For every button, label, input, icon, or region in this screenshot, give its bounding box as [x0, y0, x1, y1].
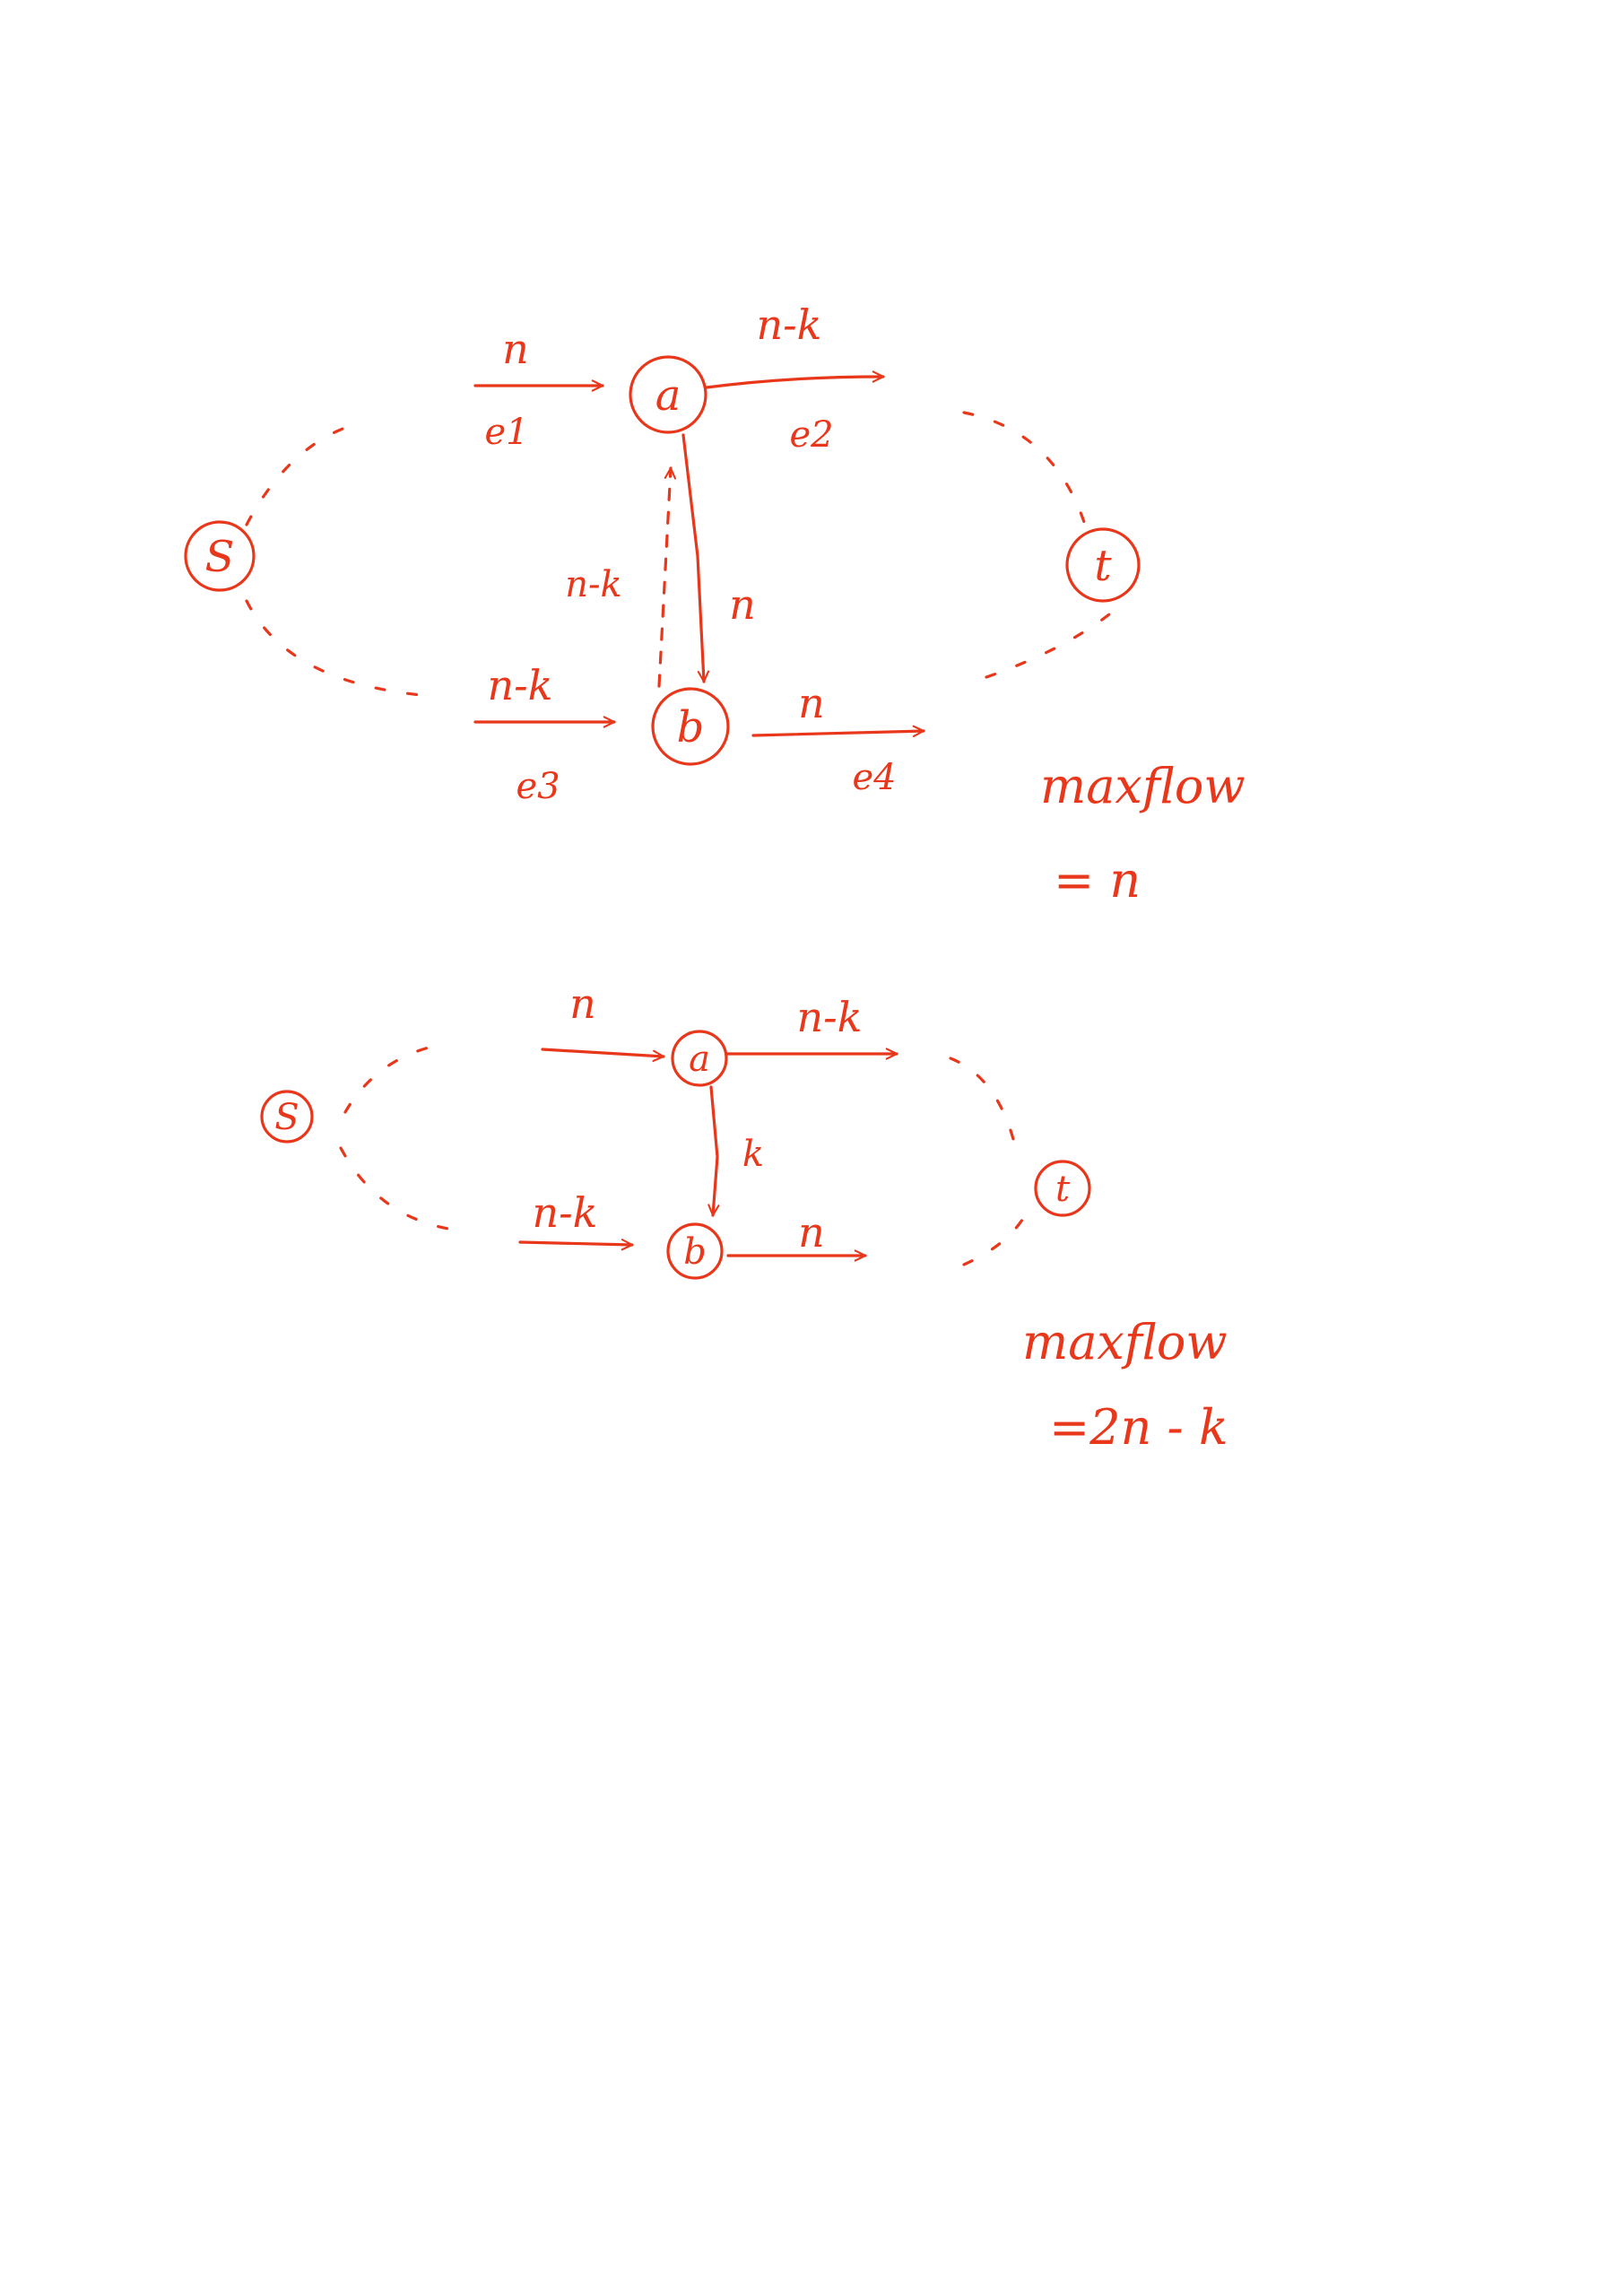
bottom-node-b-label: b: [683, 1231, 707, 1273]
bottom-maxflow-note: maxflow =2n - k: [1022, 1314, 1228, 1456]
top-edge-e1-name: e1: [484, 412, 528, 453]
top-edge-a-to-b-capacity: n: [729, 580, 756, 629]
bottom-edge-b-t: n: [726, 1208, 867, 1262]
top-edge-e2-name: e2: [789, 414, 833, 456]
top-edge-e4: n e4: [751, 679, 925, 798]
top-edge-e3-name: e3: [516, 766, 560, 807]
top-maxflow-line1: maxflow: [1040, 758, 1245, 814]
top-edge-b-to-a-capacity: n-k: [565, 564, 622, 605]
bottom-dashed-paths: [339, 1043, 1024, 1266]
bottom-node-s-label: S: [274, 1097, 299, 1138]
bottom-edge-a-b: k: [707, 1085, 764, 1217]
bottom-edge-s-a: n: [541, 979, 665, 1062]
top-edge-e2-capacity: n-k: [756, 300, 821, 349]
bottom-node-s: S: [260, 1090, 314, 1144]
bottom-edge-s-a-capacity: n: [569, 979, 596, 1028]
bottom-node-a-label: a: [689, 1039, 710, 1080]
top-edge-e4-capacity: n: [798, 679, 825, 727]
top-network: S a b t n e1 n-k e2: [184, 300, 1245, 909]
top-edge-e1: n e1: [473, 325, 604, 453]
bottom-maxflow-line1: maxflow: [1022, 1314, 1228, 1370]
bottom-node-t: t: [1034, 1160, 1091, 1217]
top-edge-b-to-a: n-k: [565, 466, 677, 688]
top-node-b-label: b: [677, 702, 705, 752]
bottom-edge-b-t-capacity: n: [798, 1208, 825, 1257]
bottom-node-a: a: [671, 1030, 728, 1087]
bottom-edge-a-t-capacity: n-k: [796, 993, 862, 1041]
top-node-t-label: t: [1094, 541, 1112, 591]
bottom-node-b: b: [666, 1222, 724, 1280]
bottom-node-t-label: t: [1055, 1169, 1071, 1210]
top-node-a-label: a: [655, 370, 681, 421]
bottom-edge-s-b-capacity: n-k: [532, 1188, 597, 1237]
bottom-edge-a-b-capacity: k: [742, 1134, 764, 1175]
top-maxflow-line2: = n: [1054, 852, 1141, 909]
top-edge-e2: n-k e2: [705, 300, 885, 456]
top-dashed-paths: [245, 411, 1127, 697]
top-edge-e3-capacity: n-k: [487, 661, 552, 709]
bottom-edge-s-b: n-k: [518, 1188, 634, 1251]
top-edge-e1-capacity: n: [502, 325, 529, 373]
top-node-s-label: S: [205, 532, 235, 582]
top-node-b: b: [651, 687, 730, 766]
top-maxflow-note: maxflow = n: [1040, 758, 1245, 909]
top-edge-e3: n-k e3: [473, 661, 616, 807]
top-node-s: S: [184, 520, 256, 592]
bottom-maxflow-line2: =2n - k: [1049, 1399, 1228, 1456]
top-edge-a-to-b: n: [681, 433, 756, 683]
bottom-edge-a-t: n-k: [726, 993, 898, 1060]
bottom-network: S a b t n n-k n-k n: [260, 979, 1228, 1456]
top-node-t: t: [1065, 527, 1141, 603]
top-node-a: a: [629, 355, 707, 434]
top-edge-e4-name: e4: [852, 757, 896, 798]
